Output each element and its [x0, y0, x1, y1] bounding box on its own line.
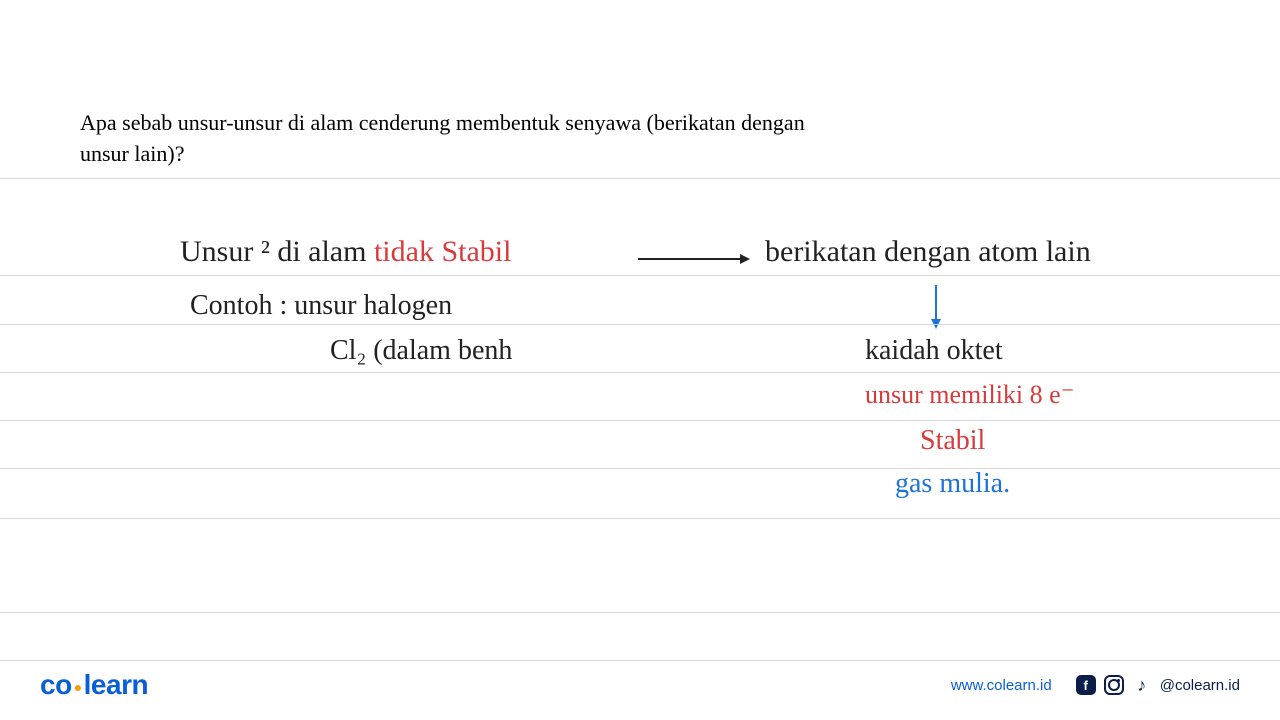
footer-url: www.colearn.id: [951, 677, 1052, 694]
logo-left: co: [40, 669, 72, 700]
question-text: Apa sebab unsur-unsur di alam cenderung …: [80, 108, 840, 170]
logo-right: learn: [84, 669, 148, 700]
social-icons: f ♪ @colearn.id: [1076, 675, 1240, 695]
footer: co●learn www.colearn.id f ♪ @colearn.id: [0, 660, 1280, 720]
page: Apa sebab unsur-unsur di alam cenderung …: [0, 0, 1280, 720]
footer-right: www.colearn.id f ♪ @colearn.id: [951, 675, 1240, 695]
brand-logo: co●learn: [40, 669, 148, 701]
logo-dot-icon: ●: [72, 679, 84, 695]
instagram-icon: [1104, 675, 1124, 695]
social-handle: @colearn.id: [1160, 677, 1240, 694]
tiktok-icon: ♪: [1132, 675, 1152, 695]
facebook-icon: f: [1076, 675, 1096, 695]
